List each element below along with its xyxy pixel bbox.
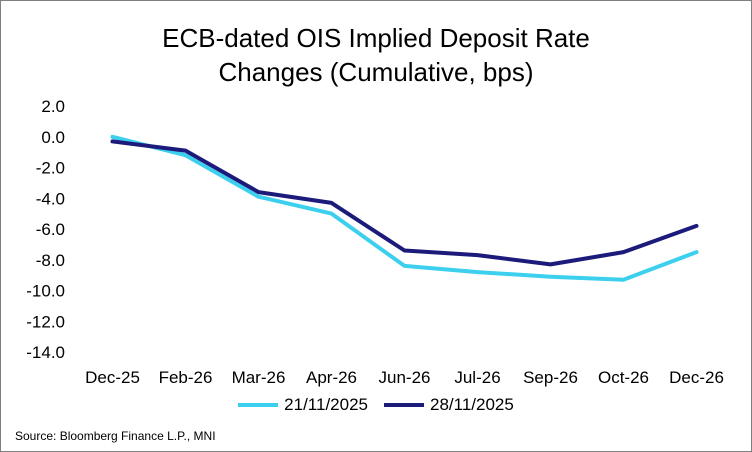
series-lines <box>110 134 699 282</box>
legend-item-series-1: 21/11/2025 <box>238 395 368 415</box>
y-tick-label: -8.0 <box>36 251 65 270</box>
x-tick-label: Oct-26 <box>598 368 649 387</box>
chart-legend: 21/11/2025 28/11/2025 <box>1 395 751 415</box>
x-tick-label: Jun-26 <box>379 368 431 387</box>
x-tick-label: Jul-26 <box>454 368 500 387</box>
y-tick-label: -12.0 <box>26 312 65 331</box>
y-tick-label: -14.0 <box>26 343 65 362</box>
y-axis: 2.0 0.0 -2.0 -4.0 -6.0 -8.0 -10.0 -12.0 -14.0 <box>26 97 65 362</box>
x-tick-label: Dec-26 <box>669 368 724 387</box>
line-chart: 2.0 0.0 -2.0 -4.0 -6.0 -8.0 -10.0 -12.0 -14.0 De… <box>26 97 724 387</box>
legend-label-series-2: 28/11/2025 <box>430 395 514 414</box>
y-tick-label: 2.0 <box>41 97 65 116</box>
legend-swatch-series-2 <box>384 403 424 407</box>
legend-swatch-series-1 <box>238 403 279 407</box>
chart-title: ECB-dated OIS Implied Deposit Rate Chang… <box>1 21 751 89</box>
x-tick-label: Feb-26 <box>159 368 213 387</box>
x-tick-label: Apr-26 <box>306 368 357 387</box>
series-line-2 <box>110 139 699 267</box>
y-tick-label: -6.0 <box>36 220 65 239</box>
legend-item-series-2: 28/11/2025 <box>384 395 514 415</box>
chart-title-line-1: ECB-dated OIS Implied Deposit Rate <box>162 23 590 53</box>
legend-label-series-1: 21/11/2025 <box>284 395 368 414</box>
y-tick-label: -10.0 <box>26 282 65 301</box>
chart-title-line-2: Changes (Cumulative, bps) <box>218 57 534 87</box>
x-tick-label: Dec-25 <box>85 368 140 387</box>
x-tick-label: Sep-26 <box>523 368 578 387</box>
x-axis: Dec-25 Feb-26 Mar-26 Apr-26 Jun-26 Jul-26 Sep-… <box>85 368 724 387</box>
y-tick-label: -4.0 <box>36 189 65 208</box>
y-tick-label: -2.0 <box>36 159 65 178</box>
x-tick-label: Mar-26 <box>232 368 286 387</box>
y-tick-label: 0.0 <box>41 128 65 147</box>
source-note: Source: Bloomberg Finance L.P., MNI <box>15 429 216 443</box>
series-line-1 <box>110 134 699 282</box>
